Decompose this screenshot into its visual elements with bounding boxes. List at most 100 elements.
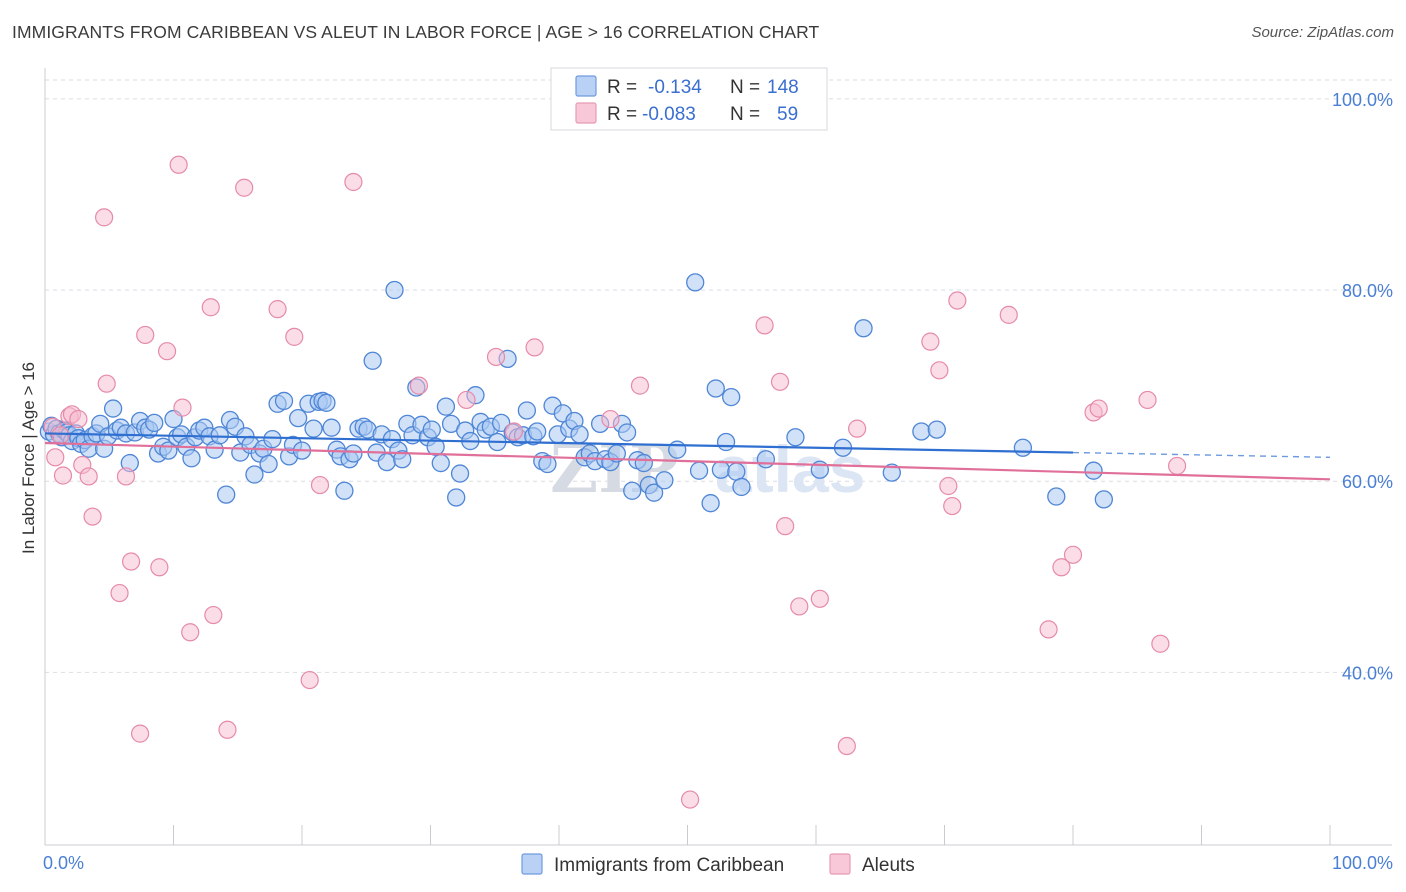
point-caribbean-82	[393, 450, 412, 469]
point-caribbean-66	[322, 418, 341, 437]
point-aleuts-13	[116, 467, 136, 486]
point-caribbean-154	[1094, 490, 1113, 509]
legend-swatch-caribbean	[575, 75, 597, 97]
point-aleuts-41	[776, 517, 795, 536]
point-aleuts-23	[204, 605, 223, 625]
point-aleuts-29	[310, 475, 330, 495]
point-aleuts-14	[121, 552, 141, 571]
point-aleuts-30	[344, 172, 363, 192]
point-caribbean-129	[634, 453, 653, 473]
point-caribbean-117	[570, 425, 589, 444]
point-aleuts-38	[680, 790, 700, 809]
legend-r-label-2: R =	[607, 104, 637, 125]
point-aleuts-26	[268, 300, 287, 319]
legend-n-value-1: 148	[767, 77, 799, 98]
trend-line-aleuts	[44, 441, 1331, 481]
legend-r-value-1: -0.134	[648, 77, 702, 98]
point-aleuts-37	[630, 376, 650, 395]
point-aleuts-58	[1151, 634, 1170, 653]
point-aleuts-15	[130, 724, 150, 743]
gridlines	[45, 79, 1392, 673]
point-aleuts-51	[999, 305, 1018, 324]
bottom-legend-swatch-caribbean	[521, 853, 543, 875]
point-caribbean-137	[706, 379, 725, 398]
point-aleuts-32	[457, 390, 476, 410]
point-caribbean-65	[317, 393, 336, 412]
point-caribbean-136	[701, 494, 720, 513]
legend-r-value-2: -0.083	[642, 104, 696, 125]
y-tick-label-40: 40.0%	[1342, 663, 1393, 683]
point-caribbean-133	[668, 440, 687, 459]
point-caribbean-141	[727, 462, 746, 481]
point-caribbean-37	[182, 449, 201, 468]
legend-r-label-1: R =	[607, 77, 637, 98]
point-caribbean-151	[1013, 438, 1033, 457]
point-caribbean-50	[245, 465, 264, 484]
point-caribbean-62	[304, 419, 323, 438]
point-aleuts-54	[1063, 545, 1083, 564]
point-aleuts-22	[201, 298, 220, 317]
point-caribbean-148	[882, 463, 901, 482]
point-aleuts-45	[848, 419, 867, 438]
point-caribbean-126	[617, 423, 637, 442]
source-label: Source: ZipAtlas.com	[1251, 24, 1394, 41]
bottom-legend: Immigrants from Caribbean Aleuts	[521, 853, 915, 876]
point-aleuts-46	[921, 332, 940, 351]
point-aleuts-2	[51, 426, 70, 445]
point-aleuts-53	[1052, 558, 1071, 577]
point-aleuts-18	[157, 342, 177, 361]
trend-line-caribbean-extension	[1072, 451, 1331, 459]
point-caribbean-54	[263, 430, 282, 449]
y-tick-label-60: 60.0%	[1342, 472, 1393, 492]
point-aleuts-56	[1089, 399, 1108, 418]
point-aleuts-12	[110, 583, 129, 603]
bottom-legend-label-caribbean: Immigrants from Caribbean	[554, 855, 784, 876]
bottom-legend-swatch-aleuts	[829, 853, 851, 875]
point-aleuts-17	[150, 558, 169, 577]
point-aleuts-50	[948, 291, 967, 310]
point-aleuts-27	[285, 327, 304, 346]
tick-labels: 40.0% 60.0% 80.0% 100.0% 0.0% 100.0%	[43, 90, 1393, 873]
point-caribbean-134	[686, 273, 705, 292]
point-aleuts-31	[409, 376, 429, 395]
legend-swatch-aleuts	[575, 102, 597, 124]
point-caribbean-107	[517, 401, 537, 420]
point-aleuts-57	[1138, 390, 1157, 410]
point-caribbean-132	[655, 471, 674, 490]
point-caribbean-71	[344, 444, 363, 463]
point-aleuts-6	[69, 409, 88, 429]
point-aleuts-39	[755, 316, 774, 335]
point-caribbean-135	[689, 461, 709, 480]
point-caribbean-69	[335, 481, 354, 500]
point-aleuts-28	[300, 670, 319, 690]
point-aleuts-10	[95, 208, 114, 227]
point-caribbean-149	[912, 422, 931, 441]
point-caribbean-127	[623, 481, 642, 500]
point-caribbean-111	[538, 454, 557, 474]
point-caribbean-44	[217, 485, 236, 504]
series-caribbean-points	[39, 273, 1113, 513]
point-aleuts-11	[97, 374, 116, 393]
point-aleuts-52	[1039, 620, 1058, 639]
point-caribbean-147	[854, 319, 873, 338]
point-caribbean-90	[431, 453, 450, 473]
point-aleuts-20	[173, 398, 192, 417]
point-caribbean-150	[927, 420, 946, 439]
point-aleuts-3	[53, 466, 73, 485]
point-aleuts-1	[46, 448, 65, 467]
series-aleuts-points	[43, 155, 1187, 809]
point-caribbean-93	[447, 488, 466, 507]
trend-lines	[44, 432, 1331, 481]
point-caribbean-59	[288, 408, 308, 428]
point-aleuts-59	[1167, 456, 1187, 476]
point-aleuts-24	[218, 720, 237, 739]
point-aleuts-40	[770, 372, 790, 391]
legend-n-label-2: N =	[730, 104, 760, 125]
point-aleuts-8	[79, 467, 98, 486]
point-caribbean-144	[786, 428, 805, 447]
point-aleuts-34	[504, 422, 524, 441]
point-caribbean-153	[1084, 461, 1103, 480]
point-aleuts-48	[939, 476, 958, 496]
point-caribbean-20	[103, 399, 123, 418]
